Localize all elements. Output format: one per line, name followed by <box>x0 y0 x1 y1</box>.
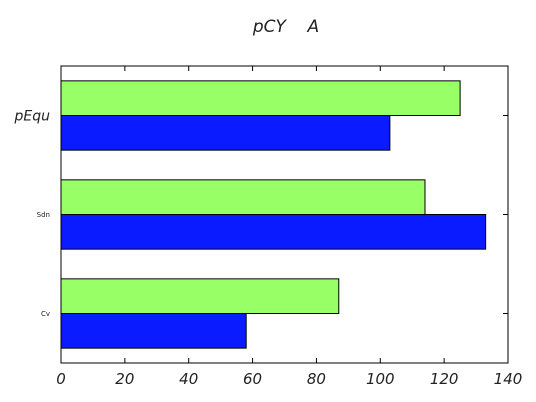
bar-sdn-series-1 <box>60 214 487 250</box>
bar-cv-series-2 <box>60 278 340 315</box>
bars-group <box>60 80 487 349</box>
x-tick-label: 80 <box>307 370 326 388</box>
x-tick-label: 0 <box>56 370 66 388</box>
bar-pequ-series-2 <box>60 80 461 116</box>
y-tick-label-cv: Cv <box>41 310 50 318</box>
x-tick-label: 60 <box>243 370 262 388</box>
x-tick-label: 40 <box>179 370 198 388</box>
bar-pequ-series-1 <box>60 115 391 151</box>
y-tick-label-pequ: pEqu <box>14 109 51 125</box>
x-tick-label: 20 <box>115 370 134 388</box>
x-tick-label: 120 <box>430 370 459 388</box>
x-tick-label: 140 <box>494 370 523 388</box>
bar-sdn-series-2 <box>60 179 426 216</box>
x-tick-label: 100 <box>366 370 395 388</box>
chart-title: pCY A <box>252 17 319 37</box>
bar-cv-series-1 <box>60 313 247 349</box>
axes-group: 0 20 40 60 80 100 120 140 Cv Sdn pEqu <box>14 65 523 388</box>
y-tick-label-sdn: Sdn <box>37 211 50 219</box>
